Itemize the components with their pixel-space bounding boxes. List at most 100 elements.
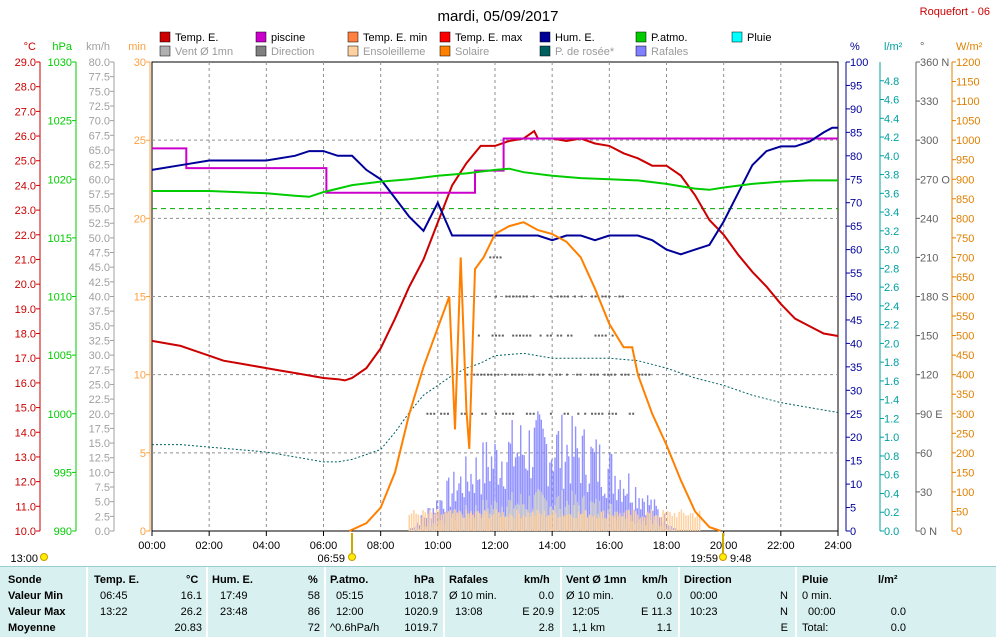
stats-panel: Sonde Valeur Min Valeur Max Moyenne Temp…: [0, 566, 996, 638]
temp-max-time: 13:22: [100, 606, 128, 618]
dir-avg: E: [780, 622, 788, 634]
y-tick-label-solar: 1050: [956, 116, 980, 128]
y-tick-label-solar: 450: [956, 350, 974, 362]
y-tick-label-wind: 65.0: [89, 145, 110, 157]
x-tick-label: 10:00: [424, 540, 452, 552]
axis-unit-press: hPa: [52, 41, 72, 53]
y-tick-label-solar: 600: [956, 292, 974, 304]
direction-dot: [603, 373, 606, 376]
direction-dot: [504, 373, 507, 376]
wind-avg: 1.1: [656, 622, 672, 634]
direction-dot: [541, 373, 544, 376]
hum-min-time: 17:49: [220, 590, 248, 602]
y-tick-label-temp: 22.0: [15, 230, 36, 242]
temp-max: 26.2: [180, 606, 202, 618]
legend-swatch: [347, 45, 359, 57]
y-tick-label-hum: 45: [850, 315, 862, 327]
direction-dot: [525, 334, 528, 337]
y-tick-label-wind: 77.5: [89, 72, 110, 84]
dir-min: N: [780, 590, 788, 602]
direction-dot: [476, 373, 479, 376]
direction-dot: [499, 256, 502, 259]
y-tick-label-solar: 900: [956, 174, 974, 186]
direction-dot: [613, 373, 616, 376]
row-label-min: Valeur Min: [8, 590, 64, 602]
y-tick-label-sunmin: 5: [140, 448, 146, 460]
legend-swatch: [539, 45, 551, 57]
direction-dot: [593, 373, 596, 376]
direction-dot: [597, 334, 600, 337]
y-tick-label-hum: 95: [850, 80, 862, 92]
y-tick-label-solar: 1150: [956, 77, 980, 89]
y-tick-label-solar: 550: [956, 311, 974, 323]
direction-dot: [620, 373, 623, 376]
direction-dot: [608, 412, 611, 415]
direction-dot: [532, 412, 535, 415]
sunrise-icon: [348, 553, 356, 561]
press-min: 1018.7: [404, 590, 438, 602]
y-tick-label-wind: 17.5: [89, 423, 110, 435]
y-tick-label-press: 1015: [48, 233, 72, 245]
direction-dot: [627, 373, 630, 376]
legend-label: Hum. E.: [555, 32, 595, 44]
legend-swatch: [439, 31, 451, 43]
y-tick-label-hum: 65: [850, 221, 862, 233]
y-tick-label-temp: 24.0: [15, 180, 36, 192]
axis-unit-hum: %: [850, 41, 860, 53]
y-tick-label-sunmin: 30: [134, 57, 146, 69]
y-tick-label-wind: 80.0: [89, 57, 110, 69]
y-tick-label-hum: 60: [850, 245, 862, 257]
sun-label-rise_label: 06:59: [317, 553, 345, 565]
y-tick-label-sunmin: 25: [134, 135, 146, 147]
direction-dot: [563, 412, 566, 415]
y-tick-label-rain: 1.6: [884, 376, 899, 388]
direction-dot: [594, 412, 597, 415]
y-tick-label-rain: 1.4: [884, 395, 899, 407]
y-tick-label-hum: 35: [850, 362, 862, 374]
temp-avg: 20.83: [174, 622, 202, 634]
direction-dot: [618, 295, 621, 298]
direction-dot: [621, 295, 624, 298]
y-tick-label-temp: 19.0: [15, 304, 36, 316]
wind-unit: km/h: [642, 574, 668, 586]
wind-max: E 11.3: [641, 606, 672, 618]
legend-label: piscine: [271, 32, 305, 44]
press-unit: hPa: [414, 574, 435, 586]
y-tick-label-rain: 4.6: [884, 95, 899, 107]
direction-dot: [515, 295, 518, 298]
series-line-1: [152, 137, 838, 194]
y-tick-label-hum: 70: [850, 198, 862, 210]
series-lines: [151, 126, 839, 532]
y-tick-label-sunmin: 20: [134, 213, 146, 225]
direction-dot: [548, 373, 551, 376]
direction-dot: [556, 295, 559, 298]
temp-unit: °C: [186, 574, 199, 586]
direction-dot: [570, 334, 573, 337]
x-tick-label: 04:00: [253, 540, 281, 552]
y-tick-label-wind: 52.5: [89, 218, 110, 230]
y-tick-label-wind: 5.0: [95, 497, 110, 509]
y-tick-label-wind: 72.5: [89, 101, 110, 113]
direction-dot: [531, 373, 534, 376]
direction-dot: [577, 412, 580, 415]
x-tick-label: 16:00: [596, 540, 624, 552]
y-tick-label-wind: 2.5: [95, 511, 110, 523]
direction-dot: [521, 373, 524, 376]
direction-dot: [512, 334, 515, 337]
direction-dot: [493, 373, 496, 376]
y-tick-label-solar: 50: [956, 506, 968, 518]
y-tick-label-rain: 0.6: [884, 470, 899, 482]
direction-dot: [584, 412, 587, 415]
y-tick-label-wind: 12.5: [89, 453, 110, 465]
dir-max-time: 10:23: [690, 606, 718, 618]
direction-dot: [529, 334, 532, 337]
direction-dot: [495, 295, 497, 298]
y-tick-label-dir: 30: [920, 487, 932, 499]
weather-chart: mardi, 05/09/2017 Roquefort - 06 Temp. E…: [10, 6, 990, 565]
y-tick-label-wind: 25.0: [89, 379, 110, 391]
direction-dot: [512, 295, 515, 298]
y-tick-label-hum: 20: [850, 432, 862, 444]
direction-dots: [426, 256, 651, 415]
y-tick-label-wind: 32.5: [89, 335, 110, 347]
direction-dot: [496, 256, 499, 259]
